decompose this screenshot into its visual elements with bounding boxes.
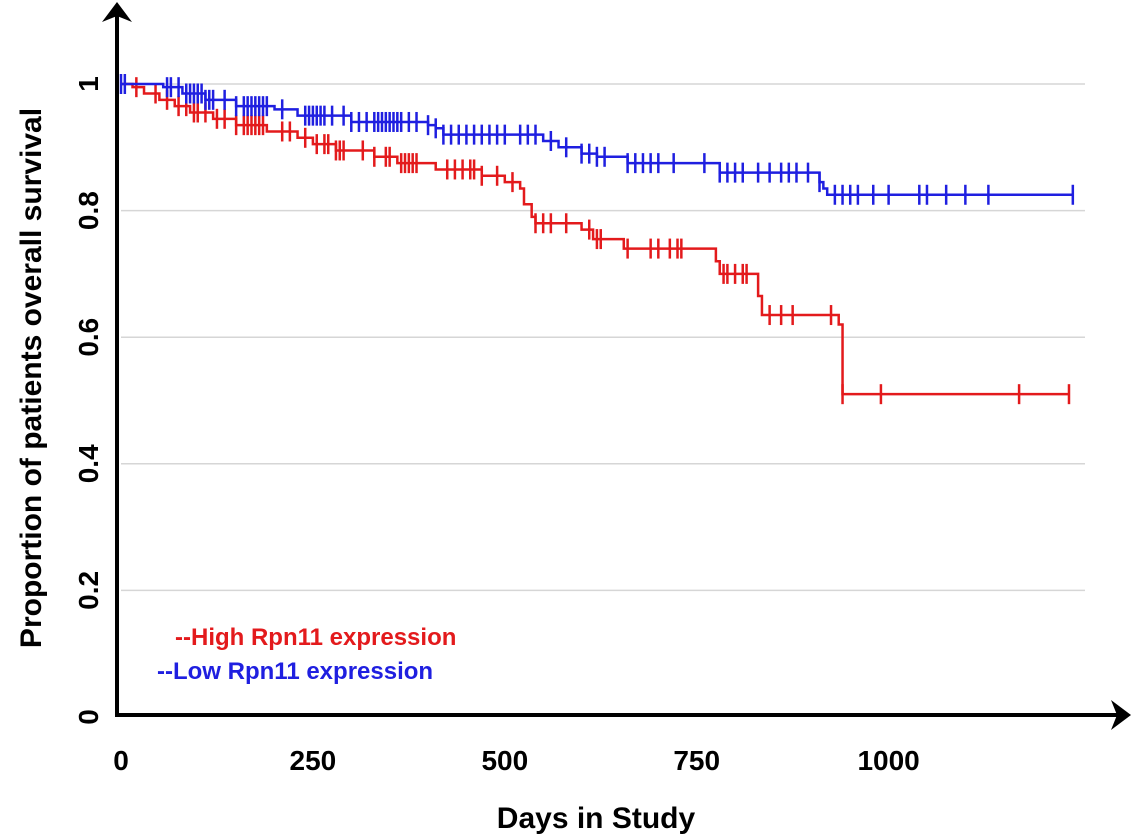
x-axis-arrow: [1111, 700, 1131, 730]
x-tick-label: 250: [290, 745, 337, 776]
y-tick-label: 0.2: [73, 571, 104, 610]
tick-labels: 0 0.2 0.4 0.6 0.8 1 0 250 500 750 1000: [73, 76, 920, 776]
legend-entry-low: --Low Rpn11 expression: [157, 658, 433, 685]
legend-entry-high: --High Rpn11 expression: [175, 624, 456, 651]
legend: --High Rpn11 expression --Low Rpn11 expr…: [157, 624, 456, 685]
x-axis-title: Days in Study: [497, 802, 696, 835]
series-1: [119, 74, 1075, 205]
x-tick-label: 0: [113, 745, 129, 776]
series-layer: [119, 74, 1075, 405]
y-tick-label: 1: [73, 76, 104, 92]
series-0: [121, 77, 1071, 405]
y-tick-label: 0: [73, 709, 104, 725]
y-tick-label: 0.8: [73, 191, 104, 230]
y-axis-arrow: [102, 2, 132, 22]
x-tick-label: 750: [673, 745, 720, 776]
y-tick-label: 0.4: [73, 444, 104, 483]
axes: [102, 2, 1131, 730]
y-axis-title: Proportion of patients overall survival: [15, 108, 48, 648]
x-tick-label: 1000: [857, 745, 919, 776]
y-tick-label: 0.6: [73, 318, 104, 357]
x-tick-label: 500: [481, 745, 528, 776]
gridlines: [121, 83, 1085, 592]
